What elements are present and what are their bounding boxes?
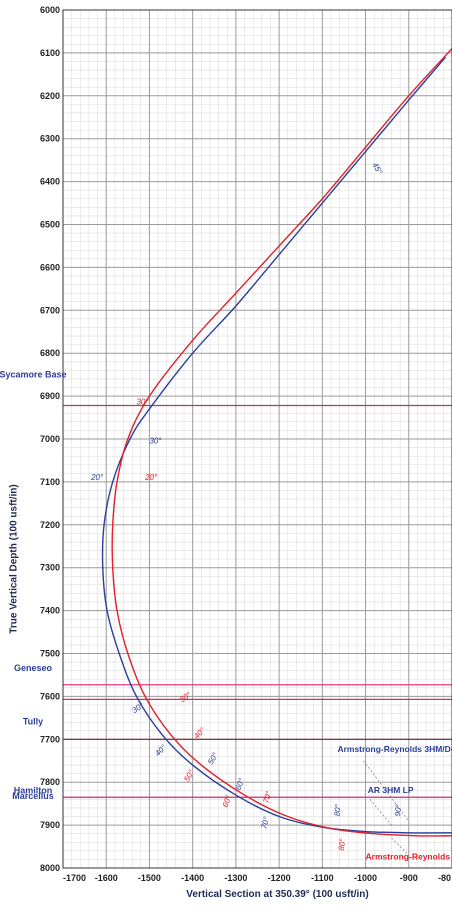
- y-tick-label: 6900: [40, 391, 60, 401]
- x-tick-label: -1600: [95, 873, 118, 883]
- formation-label: Marcellus: [12, 791, 54, 801]
- y-tick-label: 6700: [40, 305, 60, 315]
- y-tick-label: 6000: [40, 5, 60, 15]
- y-tick-label: 6500: [40, 220, 60, 230]
- plot-frame: [62, 9, 452, 869]
- inclination-label: 80°: [337, 837, 347, 851]
- x-tick-label: -1500: [138, 873, 161, 883]
- formation-lines: Sycamore Base Geneseo Tully HamiltonMarcell…: [0, 370, 452, 801]
- leader-line: [369, 799, 392, 826]
- y-tick-label: 6400: [40, 177, 60, 187]
- y-tick-label: 6300: [40, 134, 60, 144]
- y-tick-label: 7100: [40, 477, 60, 487]
- formation-label: Tully: [23, 716, 43, 726]
- inclination-label: 90°: [393, 803, 403, 817]
- y-tick-label: 7800: [40, 777, 60, 787]
- well-labels: Armstrong-Reynolds 3HM/Design # AR 3HM LP…: [337, 744, 452, 861]
- inclination-label: 70°: [262, 789, 274, 804]
- formation-label: Geneseo: [14, 663, 53, 673]
- x-tick-label: -1200: [268, 873, 291, 883]
- trajectory-series: [101, 48, 452, 837]
- trajectory-line: [101, 56, 452, 834]
- inclination-label: 20°: [90, 473, 104, 482]
- x-tick-label: -1000: [354, 873, 377, 883]
- y-tick-label: 6800: [40, 348, 60, 358]
- formation-label: Hamilton: [14, 785, 53, 795]
- y-tick-label: 7400: [40, 606, 60, 616]
- inclination-labels: 45°30°30°20° 20°30°30°40°40°50°50°60°60° 7…: [90, 161, 403, 851]
- well-label: Armstrong-Reynolds 3HM: [366, 851, 452, 861]
- inclination-label: 60°: [234, 776, 247, 791]
- y-tick-label: 6200: [40, 91, 60, 101]
- formation-label: Sycamore Base: [0, 370, 67, 380]
- x-tick-label: -1100: [311, 873, 334, 883]
- y-tick-label: 7700: [40, 734, 60, 744]
- inclination-label: 60°: [221, 793, 234, 808]
- y-tick-label: 8000: [40, 863, 60, 873]
- inclination-label: 30°: [149, 436, 162, 445]
- inclination-label: 70°: [259, 815, 271, 830]
- y-tick-label: 7500: [40, 649, 60, 659]
- x-tick-label: -900: [400, 873, 418, 883]
- inclination-label: 80°: [333, 803, 343, 817]
- inclination-label: 20°: [144, 473, 158, 482]
- y-axis-ticks: 6000 6100 6200 6300 6400 6500 6600 6700 6800 6900…: [40, 5, 60, 873]
- y-tick-label: 7600: [40, 691, 60, 701]
- inclination-label: 30°: [136, 398, 149, 407]
- x-tick-label: -1300: [224, 873, 247, 883]
- y-axis-title: True Vertical Depth (100 usft/in): [9, 484, 20, 633]
- x-tick-label: -1700: [63, 873, 86, 883]
- leader-line: [391, 837, 409, 856]
- y-tick-label: 6100: [40, 48, 60, 58]
- trajectory-line: [111, 48, 452, 837]
- well-label: Armstrong-Reynolds 3HM/Design #: [337, 744, 452, 754]
- x-axis-ticks: -1700 -1600 -1500 -1400 -1300 -1200 -1100 -1000…: [63, 873, 451, 883]
- x-axis-title: Vertical Section at 350.39° (100 usft/in…: [186, 889, 368, 900]
- x-tick-label: -80: [438, 873, 451, 883]
- y-tick-label: 7900: [40, 820, 60, 830]
- y-tick-label: 7200: [40, 520, 60, 530]
- x-tick-label: -1400: [181, 873, 204, 883]
- y-tick-label: 7300: [40, 563, 60, 573]
- label-leader-lines: [363, 760, 410, 856]
- well-label: AR 3HM LP: [368, 785, 414, 795]
- leader-line: [363, 760, 410, 821]
- y-tick-label: 6600: [40, 262, 60, 272]
- y-tick-label: 7000: [40, 434, 60, 444]
